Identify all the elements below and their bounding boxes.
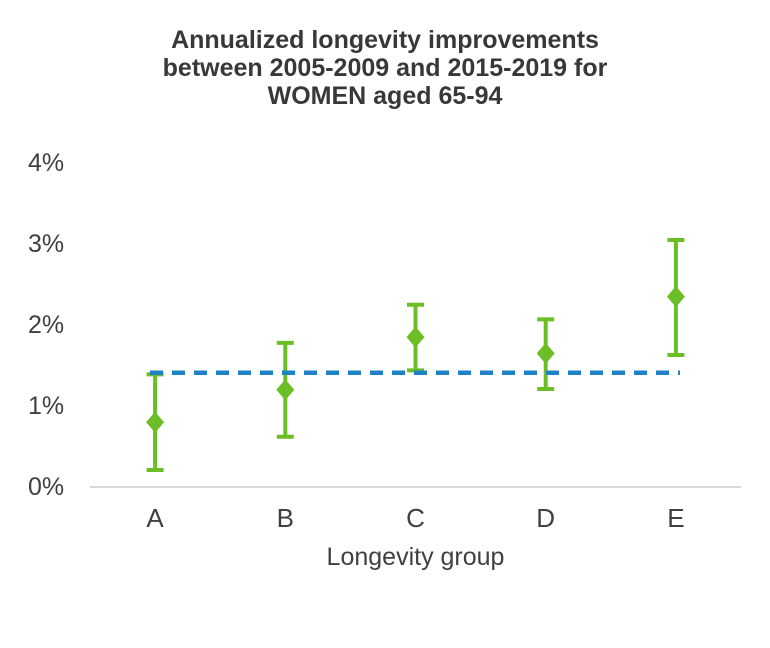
diamond-marker-C: [406, 326, 425, 348]
legend: Club Vita (Lives) CIA-MI-2024: [0, 588, 770, 622]
chart-title: Annualized longevity improvements betwee…: [10, 26, 760, 110]
diamond-marker-E: [666, 286, 685, 308]
y-axis-tick-2pct: 2%: [28, 311, 65, 339]
y-axis-tick-1pct: 1%: [28, 392, 65, 420]
chart-title-line-3: WOMEN aged 65-94: [267, 82, 503, 110]
diamond-marker-B: [276, 379, 295, 401]
chart-title-line-1: Annualized longevity improvements: [171, 26, 599, 54]
x-axis-label-B: B: [276, 503, 294, 533]
diamond-marker-A: [146, 411, 165, 433]
x-axis-title: Longevity group: [326, 543, 505, 571]
y-axis-tick-3pct: 3%: [28, 230, 65, 258]
diamond-marker-D: [536, 342, 555, 364]
x-axis-line: [90, 486, 741, 488]
x-axis-label-C: C: [406, 503, 425, 533]
x-axis-label-D: D: [536, 503, 556, 533]
chart-title-line-2: between 2005-2009 and 2015-2019 for: [162, 54, 608, 82]
y-axis-tick-4pct: 4%: [28, 149, 65, 177]
x-axis-label-A: A: [146, 503, 164, 533]
x-axis-label-E: E: [667, 503, 685, 533]
y-axis-tick-0pct: 0%: [28, 473, 65, 501]
